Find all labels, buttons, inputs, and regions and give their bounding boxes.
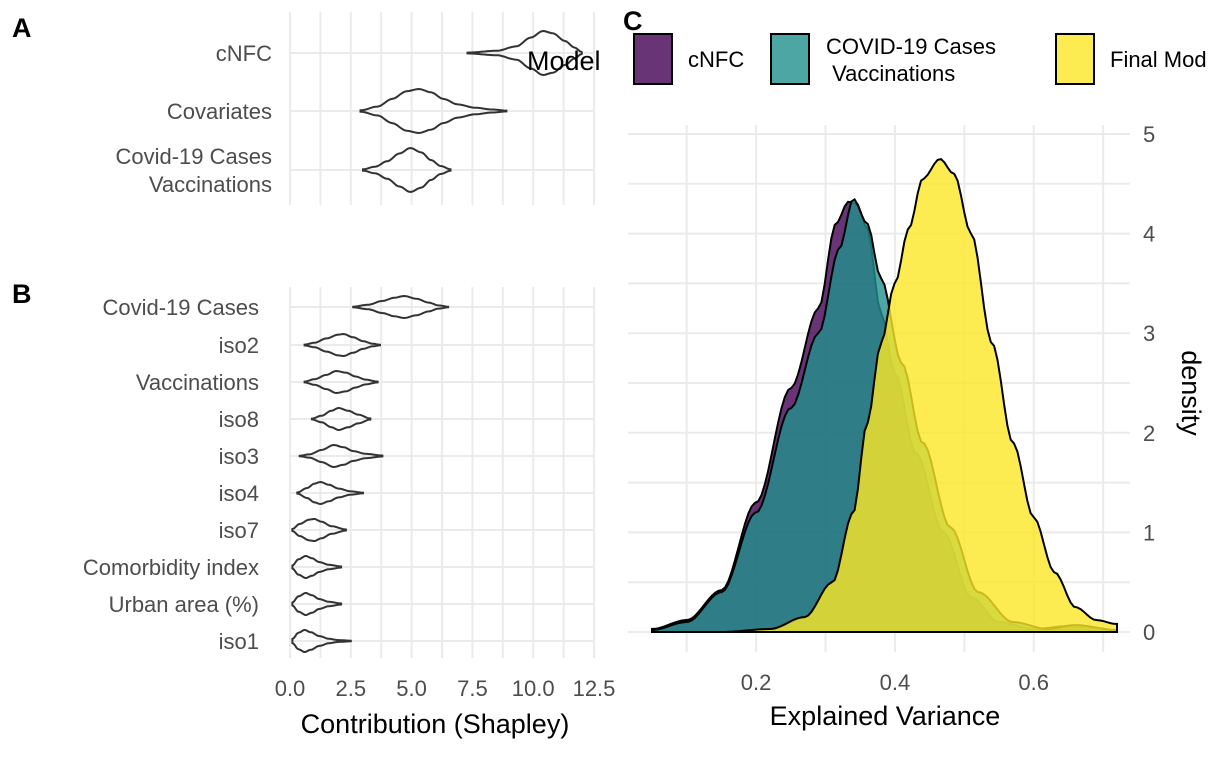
violin-covid-19-cases — [352, 294, 450, 320]
legend-key-covid-19-cases-vaccinations — [770, 33, 810, 85]
panel-a-category-labels: cNFC Covariates Covid-19 Cases Vaccinations — [115, 41, 272, 197]
x-tick-label: 0.0 — [275, 676, 306, 701]
category-label-iso2: iso2 — [219, 333, 259, 358]
category-label-iso3: iso3 — [219, 444, 259, 469]
panel-c-y-axis-title: density — [1176, 350, 1206, 436]
violin-iso2 — [303, 332, 381, 358]
category-label-covid-19-cases-vaccinations: Covid-19 Cases Vaccinations — [115, 144, 272, 197]
category-label-iso8: iso8 — [219, 407, 259, 432]
panel-b-x-tick-labels: 0.0 2.5 5.0 7.5 10.0 12.5 — [275, 676, 616, 701]
violin-iso4 — [296, 480, 364, 506]
panel-b-grid — [289, 287, 595, 658]
category-label-covariates: Covariates — [167, 99, 272, 124]
y-tick-label: 1 — [1143, 520, 1155, 545]
y-tick-label: 0 — [1143, 620, 1155, 645]
panel-tag-c: C — [623, 6, 643, 36]
panel-tag-b: B — [12, 279, 32, 309]
category-label-vaccinations: Vaccinations — [136, 370, 259, 395]
violin-covid-19-cases-vaccinations — [362, 147, 452, 193]
violin-cnfc — [466, 29, 583, 77]
violin-vaccinations — [303, 369, 379, 395]
violin-covariates — [359, 87, 508, 135]
y-tick-label: 3 — [1143, 321, 1155, 346]
x-tick-label: 7.5 — [457, 676, 488, 701]
panel-c-density-areas — [651, 158, 1118, 633]
x-tick-label: 2.5 — [336, 676, 367, 701]
panel-a-violin-chart: cNFC Covariates Covid-19 Cases Vaccinations — [115, 12, 595, 205]
category-label-urban-area: Urban area (%) — [109, 592, 259, 617]
x-tick-label: 0.4 — [880, 670, 911, 695]
panel-a-violins — [359, 29, 583, 193]
violin-urban-area — [291, 592, 343, 616]
y-tick-label: 5 — [1143, 122, 1155, 147]
legend-item-cnfc: cNFC — [633, 33, 744, 85]
legend-key-final-mod — [1055, 33, 1095, 85]
panel-a-grid — [289, 12, 595, 205]
legend-items: cNFC COVID-19 Cases Vaccinations Final Mod — [633, 33, 1207, 86]
panel-c-x-tick-labels: 0.2 0.4 0.6 — [741, 670, 1049, 695]
legend-label-cnfc: cNFC — [688, 47, 744, 72]
legend-key-cnfc — [633, 33, 673, 85]
panel-b-category-labels: Covid-19 Cases iso2 Vaccinations iso8 iso3 is… — [83, 295, 259, 654]
violin-iso1 — [291, 629, 352, 653]
panel-c-density-chart: 0.2 0.4 0.6 0 1 2 3 4 5 Explained Variance dens… — [527, 33, 1207, 731]
x-tick-label: 5.0 — [396, 676, 427, 701]
panel-c-y-tick-labels: 0 1 2 3 4 5 — [1143, 122, 1155, 645]
category-label-iso1: iso1 — [219, 629, 259, 654]
x-tick-label: 0.6 — [1018, 670, 1049, 695]
density-area-final-mod — [652, 158, 1118, 633]
legend-label-final-mod: Final Mod — [1110, 47, 1207, 72]
x-tick-label: 0.2 — [741, 670, 772, 695]
panel-b-violin-chart: Covid-19 Cases iso2 Vaccinations iso8 iso3 is… — [83, 287, 615, 739]
category-label-iso4: iso4 — [219, 481, 259, 506]
category-label-comorbidity-index: Comorbidity index — [83, 555, 259, 580]
violin-iso8 — [310, 407, 372, 431]
category-label-cnfc: cNFC — [216, 41, 272, 66]
y-tick-label: 4 — [1143, 222, 1155, 247]
panel-tag-a: A — [12, 13, 32, 43]
category-label-covid-19-cases: Covid-19 Cases — [102, 295, 259, 320]
legend-label-covid-19-cases-vaccinations: COVID-19 Cases Vaccinations — [826, 34, 996, 86]
violin-iso3 — [298, 443, 384, 469]
violin-iso7 — [291, 518, 347, 542]
panel-c-x-axis-title: Explained Variance — [770, 701, 1001, 731]
violin-comorbidity-index — [291, 555, 343, 579]
legend-title: Model — [527, 46, 601, 76]
category-label-iso7: iso7 — [219, 518, 259, 543]
y-tick-label: 2 — [1143, 421, 1155, 446]
legend-item-covid-19-cases-vaccinations: COVID-19 Cases Vaccinations — [770, 33, 996, 86]
panel-c-legend: Model cNFC COVID-19 Cases Vaccinations Fin… — [527, 33, 1207, 86]
panel-b-x-axis-title: Contribution (Shapley) — [301, 709, 570, 739]
panel-b-violins — [291, 294, 450, 653]
x-tick-label: 12.5 — [573, 676, 616, 701]
legend-item-final-mod: Final Mod — [1055, 33, 1207, 85]
x-tick-label: 10.0 — [512, 676, 555, 701]
